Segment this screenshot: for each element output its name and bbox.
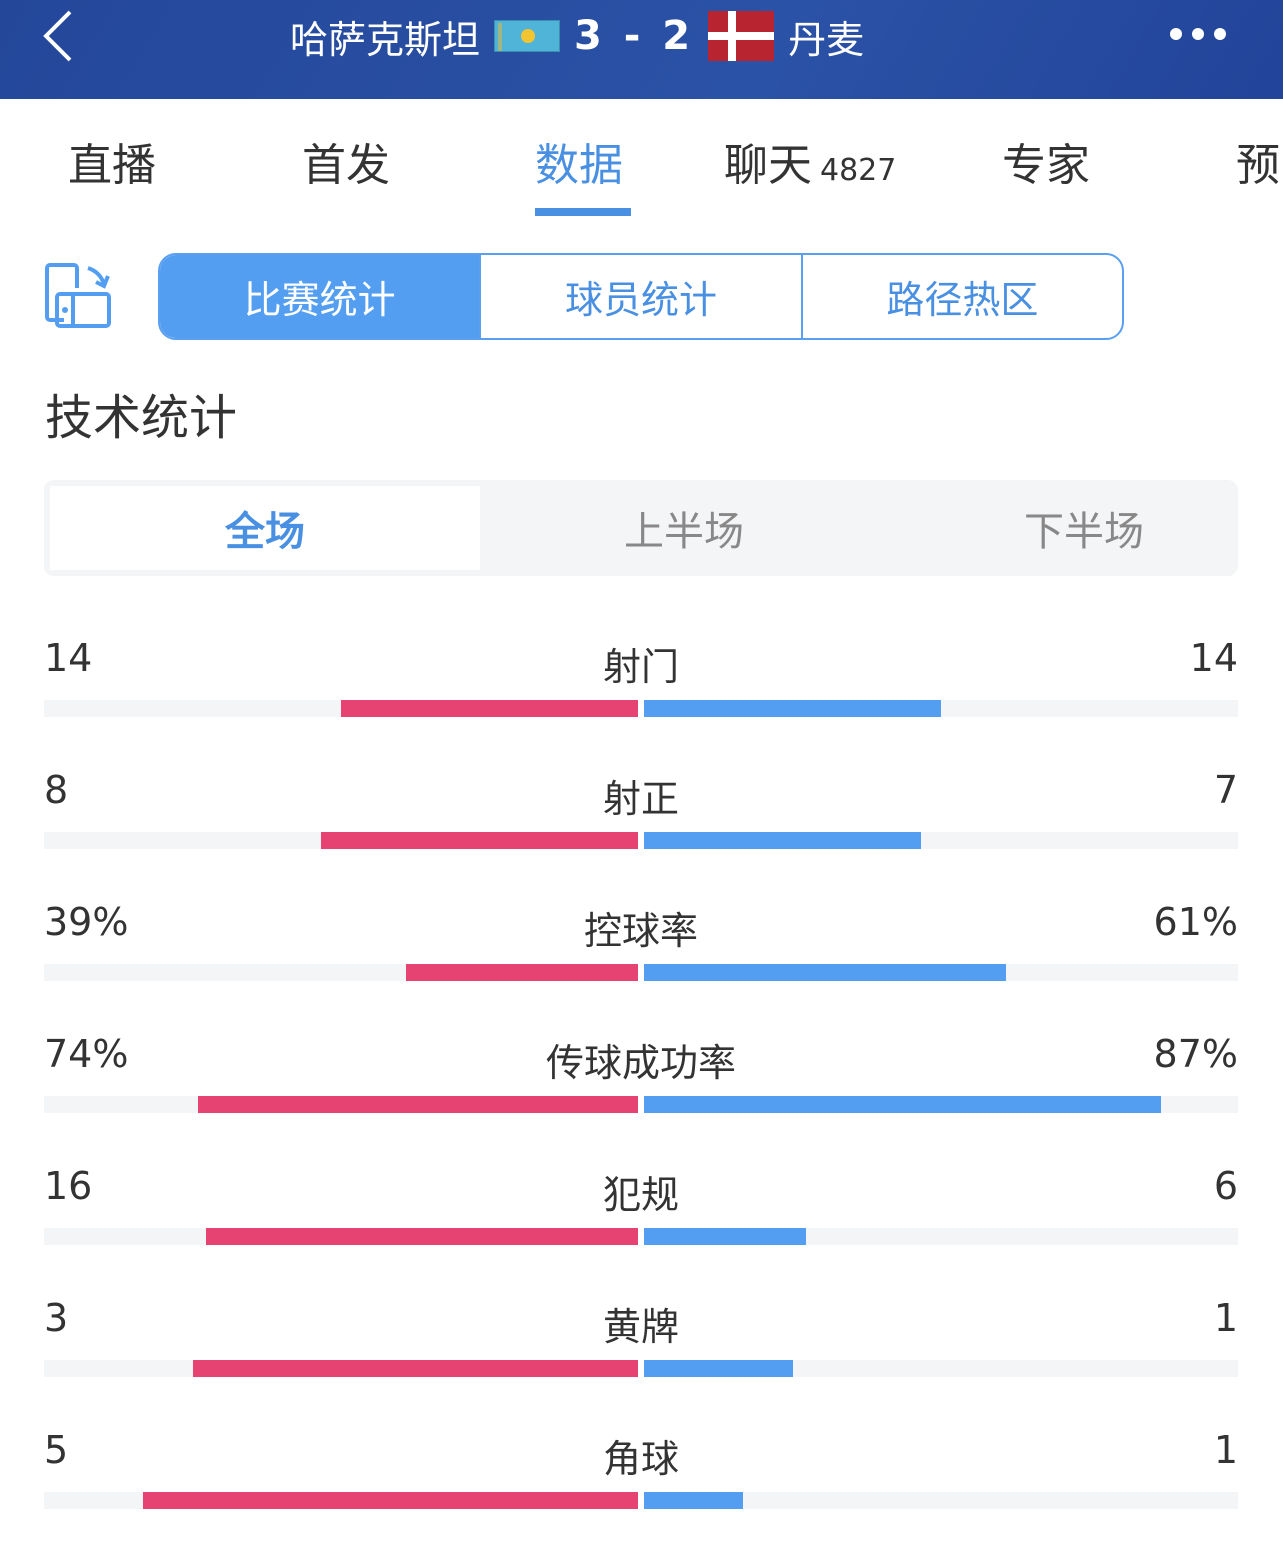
match-title: 哈萨克斯坦 3 - 2 丹麦 bbox=[290, 8, 864, 64]
stat-row: 3 黄牌 1 bbox=[44, 1296, 1238, 1396]
home-bar bbox=[143, 1492, 638, 1509]
stat-label: 控球率 bbox=[583, 909, 698, 953]
home-value: 16 bbox=[44, 1164, 93, 1208]
tab-chat[interactable]: 聊天 4827 bbox=[724, 140, 897, 191]
home-bar-track bbox=[44, 1492, 638, 1509]
stat-row: 14 射门 14 bbox=[44, 636, 1238, 736]
stat-label: 射门 bbox=[602, 645, 679, 689]
segment-player-stats[interactable]: 球员统计 bbox=[479, 255, 800, 338]
away-value: 14 bbox=[1189, 636, 1238, 680]
home-value: 74% bbox=[44, 1032, 129, 1076]
home-bar-track bbox=[44, 1228, 638, 1245]
stat-label: 传球成功率 bbox=[545, 1041, 736, 1085]
rotate-screen-icon[interactable] bbox=[44, 262, 112, 330]
match-header: 哈萨克斯坦 3 - 2 丹麦 bbox=[0, 0, 1283, 99]
away-bar-track bbox=[644, 700, 1238, 717]
home-bar-track bbox=[44, 700, 638, 717]
home-bar bbox=[321, 832, 638, 849]
home-bar bbox=[198, 1096, 638, 1113]
away-bar-track bbox=[644, 964, 1238, 981]
segment-heatmap[interactable]: 路径热区 bbox=[800, 255, 1122, 338]
away-value: 87% bbox=[1153, 1032, 1238, 1076]
tab-live[interactable]: 直播 bbox=[68, 140, 156, 191]
tab-data[interactable]: 数据 bbox=[535, 140, 623, 191]
away-bar bbox=[644, 964, 1007, 981]
away-bar-track bbox=[644, 1096, 1238, 1113]
home-bar bbox=[192, 1360, 638, 1377]
home-value: 5 bbox=[44, 1428, 69, 1472]
away-bar-track bbox=[644, 1492, 1238, 1509]
away-value: 1 bbox=[1213, 1296, 1238, 1340]
home-bar-track bbox=[44, 1096, 638, 1113]
stat-label: 射正 bbox=[602, 777, 679, 821]
away-team-name: 丹麦 bbox=[788, 17, 865, 62]
home-value: 39% bbox=[44, 900, 129, 944]
period-switch: 全场 上半场 下半场 bbox=[44, 480, 1238, 576]
kazakhstan-flag-icon bbox=[494, 20, 561, 52]
tab-predict[interactable]: 预 bbox=[1236, 140, 1280, 191]
stat-label: 犯规 bbox=[602, 1173, 679, 1217]
period-second-half[interactable]: 下半场 bbox=[1024, 509, 1144, 555]
home-bar-track bbox=[44, 1360, 638, 1377]
home-bar bbox=[341, 700, 638, 717]
away-bar bbox=[644, 1360, 793, 1377]
stat-row: 5 角球 1 bbox=[44, 1428, 1238, 1528]
stat-row: 8 射正 7 bbox=[44, 768, 1238, 868]
away-value: 7 bbox=[1213, 768, 1238, 812]
section-title: 技术统计 bbox=[45, 390, 238, 446]
away-bar bbox=[644, 700, 941, 717]
home-bar-track bbox=[44, 832, 638, 849]
tab-lineup[interactable]: 首发 bbox=[302, 140, 390, 191]
stat-row: 16 犯规 6 bbox=[44, 1164, 1238, 1264]
away-bar-track bbox=[644, 1228, 1238, 1245]
stat-label: 角球 bbox=[602, 1437, 679, 1481]
segment-match-stats[interactable]: 比赛统计 bbox=[160, 255, 480, 338]
away-bar bbox=[644, 1096, 1161, 1113]
away-bar-track bbox=[644, 1360, 1238, 1377]
active-tab-indicator bbox=[535, 208, 631, 216]
denmark-flag-icon bbox=[708, 11, 775, 61]
home-bar bbox=[206, 1228, 638, 1245]
away-value: 6 bbox=[1213, 1164, 1238, 1208]
home-bar bbox=[406, 964, 638, 981]
more-options-icon[interactable] bbox=[1170, 28, 1226, 40]
away-bar bbox=[644, 832, 922, 849]
back-icon[interactable] bbox=[40, 8, 80, 64]
main-tabs: 直播 首发 数据 聊天 4827 专家 预 bbox=[0, 99, 1283, 219]
chat-count: 4827 bbox=[820, 153, 897, 188]
away-bar bbox=[644, 1228, 806, 1245]
home-value: 3 bbox=[44, 1296, 69, 1340]
period-first-half[interactable]: 上半场 bbox=[624, 509, 744, 555]
tab-experts[interactable]: 专家 bbox=[1002, 140, 1090, 191]
home-team-name: 哈萨克斯坦 bbox=[290, 17, 481, 62]
home-value: 8 bbox=[44, 768, 69, 812]
away-value: 61% bbox=[1153, 900, 1238, 944]
home-bar-track bbox=[44, 964, 638, 981]
stat-label: 黄牌 bbox=[602, 1305, 679, 1349]
away-bar bbox=[644, 1492, 743, 1509]
period-full[interactable]: 全场 bbox=[50, 486, 480, 570]
stat-row: 39% 控球率 61% bbox=[44, 900, 1238, 1000]
stat-row: 74% 传球成功率 87% bbox=[44, 1032, 1238, 1132]
stats-type-switch: 比赛统计 球员统计 路径热区 bbox=[158, 253, 1124, 340]
away-bar-track bbox=[644, 832, 1238, 849]
away-value: 1 bbox=[1213, 1428, 1238, 1472]
score: 3 - 2 bbox=[574, 13, 695, 59]
home-value: 14 bbox=[44, 636, 93, 680]
